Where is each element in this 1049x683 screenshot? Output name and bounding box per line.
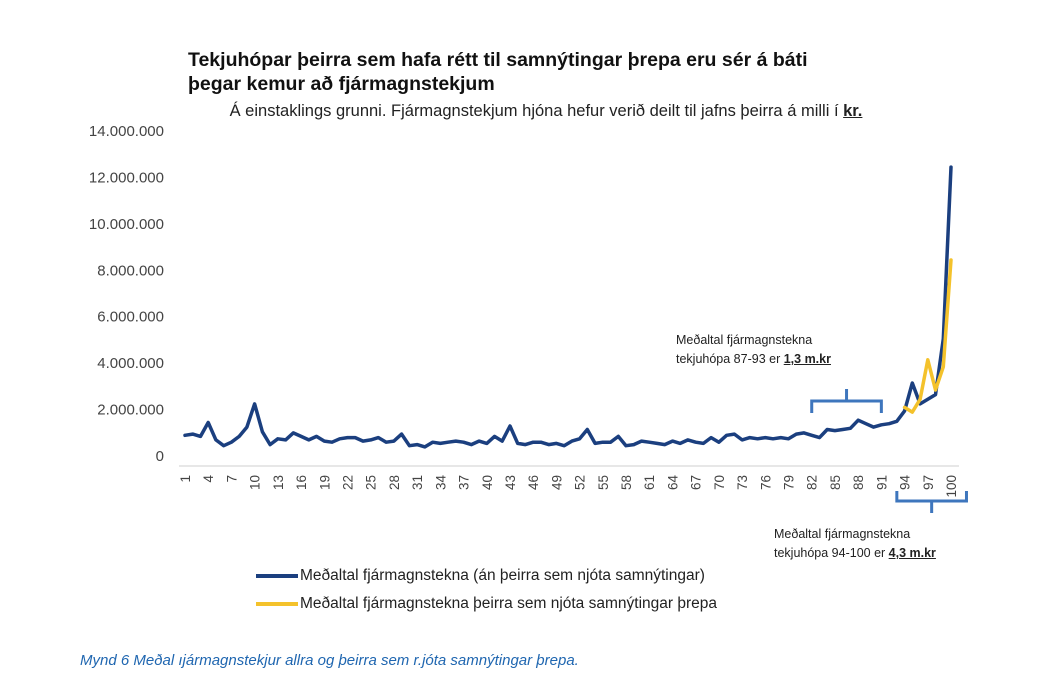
- chart-title: Tekjuhópar þeirra sem hafa rétt til samn…: [188, 48, 908, 96]
- y-tick-label: 12.000.000: [89, 169, 164, 186]
- y-tick-label: 6.000.000: [97, 309, 164, 326]
- x-tick-label: 91: [874, 475, 889, 490]
- y-tick-label: 2.000.000: [97, 402, 164, 419]
- x-tick-label: 4: [201, 475, 216, 483]
- series-line-all: [183, 165, 953, 449]
- series-line-shared: [902, 258, 953, 414]
- x-tick-label: 76: [758, 475, 773, 490]
- x-tick-label: 82: [805, 475, 820, 490]
- annotation-87-93: Meðaltal fjármagnstekna tekjuhópa 87-93 …: [676, 331, 831, 369]
- x-tick-label: 34: [433, 475, 448, 491]
- y-tick-label: 8.000.000: [97, 262, 164, 279]
- x-tick-label: 79: [782, 475, 797, 490]
- annotation-87-93-line1: Meðaltal fjármagnstekna: [676, 333, 813, 347]
- x-tick-label: 100: [944, 475, 959, 498]
- annotation-94-100: Meðaltal fjármagnstekna tekjuhópa 94-100…: [774, 525, 936, 563]
- legend-swatch-all: [256, 574, 298, 578]
- x-tick-label: 55: [596, 475, 611, 490]
- x-tick-label: 85: [828, 475, 843, 490]
- annotation-87-93-line2: tekjuhópa 87-93 er 1,3 m.kr: [676, 350, 831, 369]
- y-tick-label: 14.000.000: [89, 123, 164, 140]
- annotation-94-100-value: 4,3 m.kr: [888, 546, 936, 560]
- annotation-94-100-line1: Meðaltal fjármagnstekna: [774, 527, 911, 541]
- x-tick-label: 52: [573, 475, 588, 490]
- x-tick-label: 97: [921, 475, 936, 490]
- y-tick-label: 4.000.000: [97, 355, 164, 372]
- x-tick-label: 28: [387, 475, 402, 490]
- chart-legend: Meðaltal fjármagnstekna (án þeirra sem n…: [256, 562, 717, 618]
- x-tick-label: 19: [317, 475, 332, 490]
- x-tick-label: 16: [294, 475, 309, 490]
- legend-item-all: Meðaltal fjármagnstekna (án þeirra sem n…: [256, 562, 717, 590]
- legend-item-shared: Meðaltal fjármagnstekna þeirra sem njóta…: [256, 590, 717, 618]
- chart-subtitle-text: Á einstaklings grunni. Fjármagnstekjum h…: [229, 102, 844, 120]
- x-tick-label: 46: [526, 475, 541, 490]
- x-tick-label: 88: [851, 475, 866, 490]
- chart-subtitle-unit: kr.: [843, 102, 863, 120]
- annotation-87-93-prefix: tekjuhópa 87-93 er: [676, 352, 784, 366]
- x-tick-label: 25: [364, 475, 379, 490]
- x-tick-label: 37: [457, 475, 472, 490]
- x-tick-label: 94: [898, 475, 913, 491]
- y-tick-label: 0: [156, 448, 164, 465]
- legend-label-shared: Meðaltal fjármagnstekna þeirra sem njóta…: [300, 595, 717, 612]
- bracket-87-93: [810, 389, 883, 413]
- x-tick-label: 43: [503, 475, 518, 490]
- x-tick-label: 67: [689, 475, 704, 490]
- x-tick-label: 73: [735, 475, 750, 490]
- x-tick-label: 31: [410, 475, 425, 490]
- x-tick-label: 7: [224, 475, 239, 483]
- x-tick-label: 49: [549, 475, 564, 490]
- x-tick-label: 22: [340, 475, 355, 490]
- x-tick-label: 10: [248, 475, 263, 490]
- x-tick-label: 13: [271, 475, 286, 490]
- figure-caption: Mynd 6 Meðal ıjármagnstekjur allra og þe…: [80, 652, 579, 669]
- legend-swatch-shared: [256, 602, 298, 606]
- bracket-94-100: [895, 491, 968, 513]
- x-tick-label: 40: [480, 475, 495, 490]
- annotation-94-100-line2: tekjuhópa 94-100 er 4,3 m.kr: [774, 544, 936, 563]
- y-tick-label: 10.000.000: [89, 216, 164, 233]
- x-tick-label: 64: [665, 475, 680, 491]
- chart-title-line-2: þegar kemur að fjármagnstekjum: [188, 73, 495, 95]
- x-tick-label: 61: [642, 475, 657, 490]
- annotation-94-100-prefix: tekjuhópa 94-100 er: [774, 546, 889, 560]
- chart-subtitle: Á einstaklings grunni. Fjármagnstekjum h…: [186, 101, 906, 122]
- legend-label-all: Meðaltal fjármagnstekna (án þeirra sem n…: [300, 567, 705, 584]
- chart-title-line-1: Tekjuhópar þeirra sem hafa rétt til samn…: [188, 49, 808, 71]
- x-tick-label: 70: [712, 475, 727, 490]
- annotation-87-93-value: 1,3 m.kr: [783, 352, 831, 366]
- x-tick-label: 1: [178, 475, 193, 483]
- x-tick-label: 58: [619, 475, 634, 490]
